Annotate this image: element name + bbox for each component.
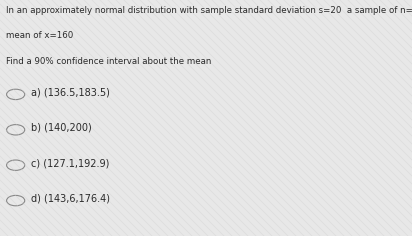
Text: c) (127.1,192.9): c) (127.1,192.9) (31, 158, 109, 168)
Text: mean of x=160: mean of x=160 (6, 31, 73, 40)
Text: b) (140,200): b) (140,200) (31, 123, 91, 133)
Text: d) (143,6,176.4): d) (143,6,176.4) (31, 194, 110, 203)
Text: a) (136.5,183.5): a) (136.5,183.5) (31, 87, 110, 97)
Text: In an approximately normal distribution with sample standard deviation s=20  a s: In an approximately normal distribution … (6, 6, 412, 15)
Text: Find a 90% confidence interval about the mean: Find a 90% confidence interval about the… (6, 57, 211, 66)
